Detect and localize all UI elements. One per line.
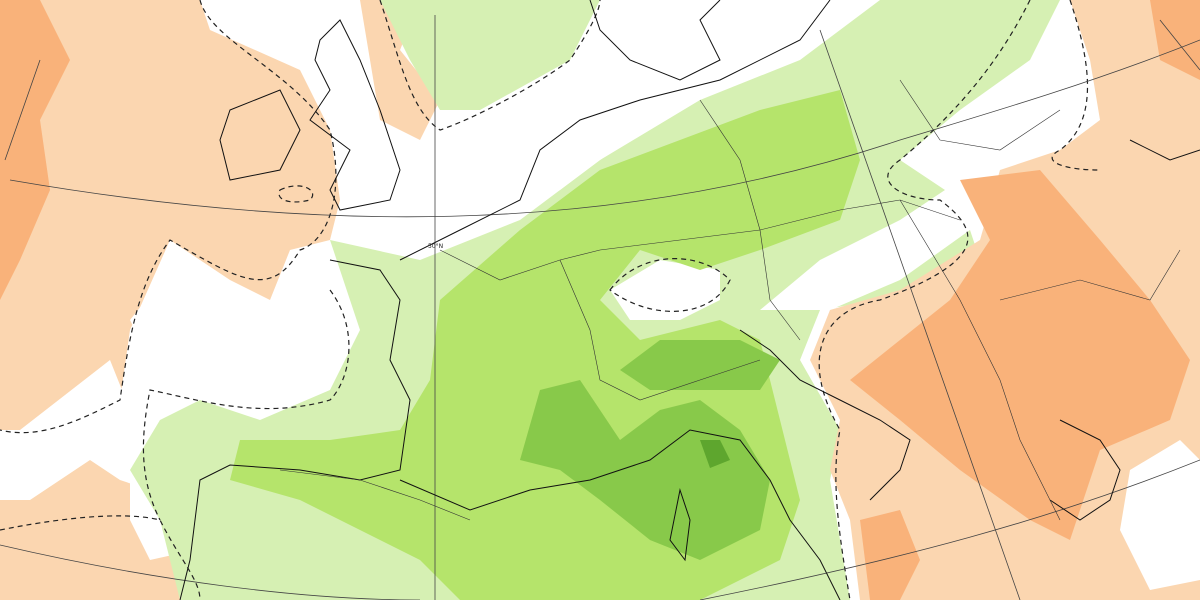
- latitude-label: 50°N: [428, 243, 443, 250]
- coastline: [589, 0, 721, 81]
- country-border: [899, 79, 1061, 151]
- anomaly-area-neutral: [130, 270, 290, 400]
- anomaly-area-neutral: [0, 360, 130, 500]
- meridian-line: [4, 59, 41, 161]
- latitude-line: [699, 459, 1200, 600]
- contour-line: [379, 0, 601, 131]
- coastline: [399, 429, 841, 600]
- anomaly-area-neutral: [760, 90, 1080, 310]
- contour-line: [0, 515, 201, 600]
- anomaly-area-warm: [360, 0, 440, 140]
- latitude-line: [9, 39, 1200, 218]
- country-border: [279, 469, 471, 521]
- meridian-line: [1159, 19, 1200, 71]
- country-border: [699, 99, 801, 341]
- contour-line: [0, 0, 337, 434]
- contour-line: [1051, 0, 1101, 171]
- anomaly-area-hot: [0, 0, 70, 300]
- anomaly-area-hot: [1150, 0, 1200, 80]
- country-border: [999, 249, 1181, 301]
- contour-line: [142, 289, 350, 521]
- anomaly-area-neutral: [610, 260, 720, 320]
- anomaly-area-warm: [0, 0, 340, 430]
- country-border: [559, 259, 761, 401]
- anomaly-area-neutral: [420, 0, 800, 240]
- latitude-line: [0, 544, 421, 600]
- anomaly-area-very-wet: [520, 380, 770, 560]
- contour-line: [278, 185, 314, 203]
- meridian-line: [819, 29, 1021, 600]
- coastline: [179, 259, 411, 600]
- coastline: [399, 0, 831, 261]
- contour-line: [818, 0, 1031, 600]
- anomaly-area-hot: [860, 510, 920, 600]
- country-border: [439, 199, 961, 281]
- anomaly-area-extreme-wet: [700, 440, 730, 468]
- coastline: [739, 329, 911, 501]
- coastline: [1049, 419, 1121, 521]
- coastline: [309, 19, 401, 211]
- coastline: [1129, 139, 1200, 161]
- coastline: [219, 89, 301, 181]
- anomaly-area-neutral: [1120, 440, 1200, 590]
- contour-line: [609, 258, 731, 312]
- coastline: [669, 488, 691, 562]
- country-border: [899, 199, 1061, 521]
- anomaly-area-very-wet: [620, 340, 780, 390]
